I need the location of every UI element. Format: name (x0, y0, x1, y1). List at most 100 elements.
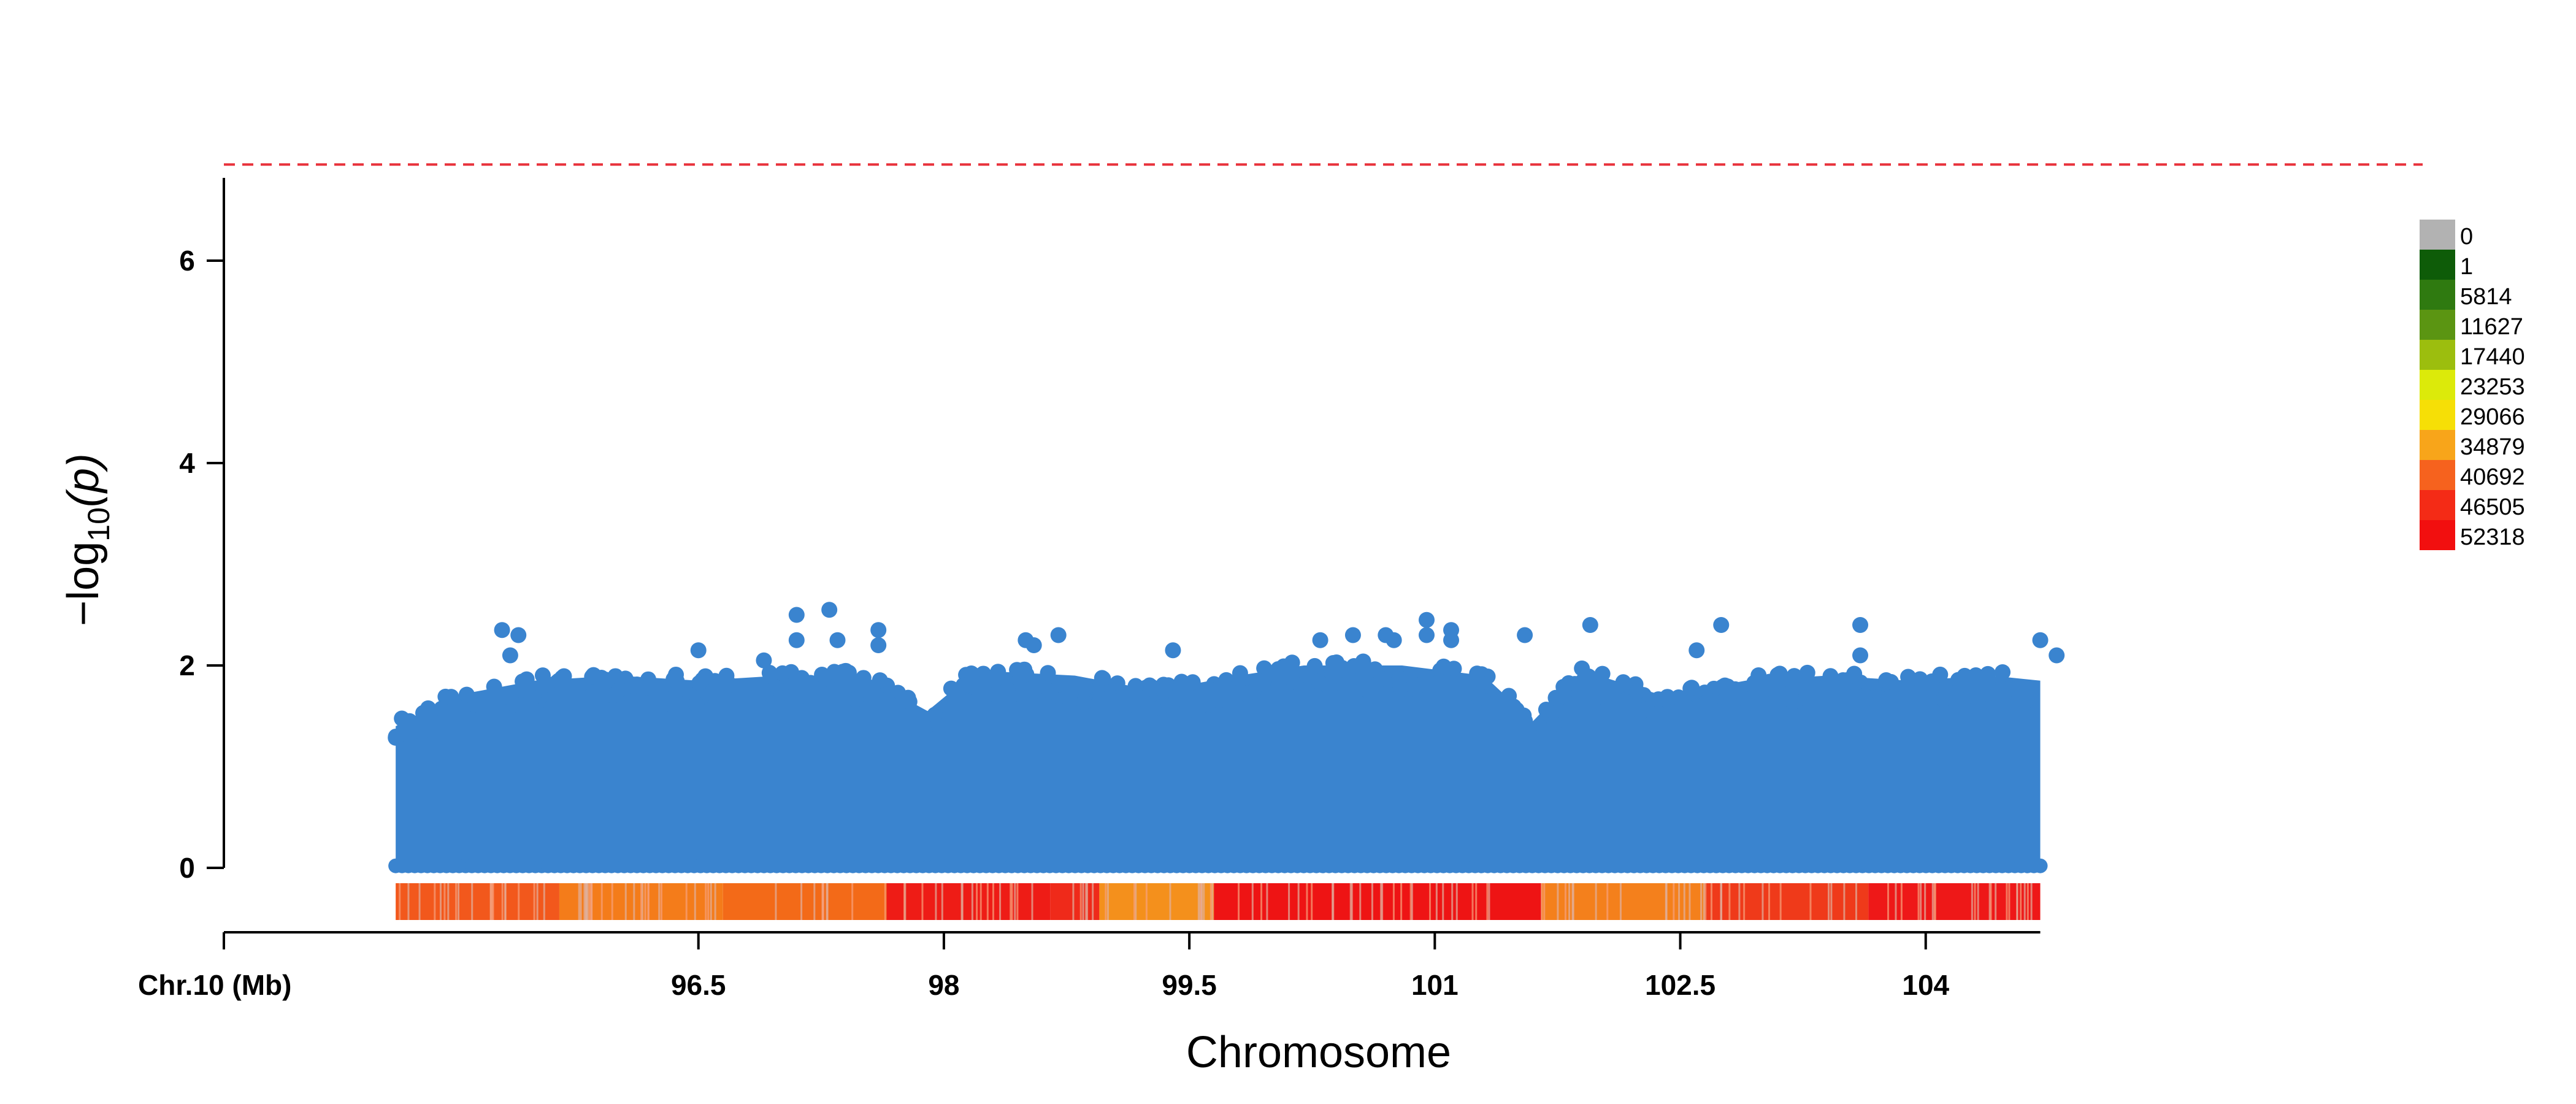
density-stripe (1743, 883, 1746, 920)
data-point (437, 688, 454, 705)
density-segment (1868, 883, 2041, 920)
data-point (1456, 683, 1473, 700)
x-tick-label: 104 (1902, 969, 1949, 1001)
density-stripe (418, 883, 421, 920)
density-stripe (2006, 883, 2008, 920)
density-stripe (813, 883, 816, 920)
peak-point (788, 632, 805, 648)
density-stripe (1703, 883, 1705, 920)
y-tick-label: 4 (179, 447, 195, 479)
density-stripe (2023, 883, 2026, 920)
data-point (1947, 685, 1964, 702)
legend-label: 40692 (2460, 464, 2525, 490)
density-stripe (1297, 883, 1300, 920)
density-stripe (1683, 883, 1685, 920)
peak-point (1025, 637, 1042, 653)
peak-point (502, 647, 518, 664)
density-stripe (1887, 883, 1889, 920)
density-stripe (971, 883, 973, 920)
density-stripe (1010, 883, 1012, 920)
density-stripe (644, 883, 646, 920)
data-point (1142, 700, 1159, 716)
data-point (1025, 683, 1042, 699)
peak-point (1050, 627, 1067, 643)
data-point (1856, 688, 1873, 704)
density-stripe (1488, 883, 1490, 920)
density-stripe (580, 883, 582, 920)
density-stripe (1673, 883, 1675, 920)
density-stripe (1455, 883, 1458, 920)
peak-point (1689, 642, 1705, 659)
data-point (1356, 680, 1373, 697)
density-stripe (800, 883, 803, 920)
legend-label: 34879 (2460, 434, 2525, 460)
legend-label: 17440 (2460, 344, 2525, 370)
density-stripe (710, 883, 712, 920)
data-point (1176, 681, 1193, 697)
data-point (1979, 674, 1996, 691)
density-stripe (1830, 883, 1833, 920)
data-point (584, 669, 600, 685)
density-stripe (1011, 883, 1013, 920)
density-stripe (1720, 883, 1723, 920)
data-point (1481, 698, 1498, 715)
density-stripe (1568, 883, 1571, 920)
density-stripe (647, 883, 650, 920)
density-segment (723, 883, 887, 920)
data-point (1446, 661, 1462, 677)
data-point (1836, 690, 1853, 707)
density-stripe (1855, 883, 1857, 920)
density-stripe (1710, 883, 1712, 920)
data-point (1230, 684, 1246, 701)
density-stripe (2016, 883, 2018, 920)
x-tick-label: 96.5 (671, 969, 726, 1001)
data-point (1406, 680, 1423, 696)
density-stripe (1486, 883, 1489, 920)
density-stripe (826, 883, 828, 920)
legend-label: 5814 (2460, 284, 2512, 310)
density-stripe (1977, 883, 1979, 920)
legend-label: 23253 (2460, 374, 2525, 400)
density-segment (1214, 883, 1541, 920)
density-stripe (1133, 883, 1135, 920)
density-stripe (1700, 883, 1703, 920)
density-stripe (1557, 883, 1559, 920)
data-point (798, 688, 815, 705)
legend-swatch (2420, 310, 2455, 340)
density-stripe (660, 883, 662, 920)
density-stripe (455, 883, 458, 920)
density-stripe (1988, 883, 1991, 920)
density-stripe (1435, 883, 1438, 920)
density-stripe (1541, 883, 1543, 920)
density-stripe (1475, 883, 1478, 920)
data-point (1693, 697, 1710, 714)
density-stripe (536, 883, 539, 920)
data-point (900, 689, 916, 706)
density-stripe (586, 883, 588, 920)
density-legend: 0 1 5814 11627 17440 23253 29066 34879 40692 4650… (2420, 220, 2525, 550)
density-stripe (533, 883, 535, 920)
density-segment (1099, 883, 1214, 920)
density-stripe (658, 883, 661, 920)
data-point (537, 675, 554, 691)
density-stripe (504, 883, 507, 920)
data-point (1076, 694, 1092, 710)
data-point (1776, 687, 1792, 703)
density-stripe (1828, 883, 1830, 920)
data-point (987, 686, 1003, 702)
density-stripe (1917, 883, 1920, 920)
data-point (1684, 680, 1700, 696)
data-point (2007, 681, 2023, 697)
data-point (1276, 684, 1293, 700)
data-point (688, 696, 705, 713)
density-stripe (1106, 883, 1109, 920)
density-stripe (1351, 883, 1353, 920)
data-point (433, 700, 450, 717)
data-point (1319, 677, 1336, 694)
density-stripe (1779, 883, 1782, 920)
data-point (1538, 702, 1554, 718)
density-stripe (489, 883, 492, 920)
density-stripe (2030, 883, 2033, 920)
data-point (1883, 673, 1899, 690)
